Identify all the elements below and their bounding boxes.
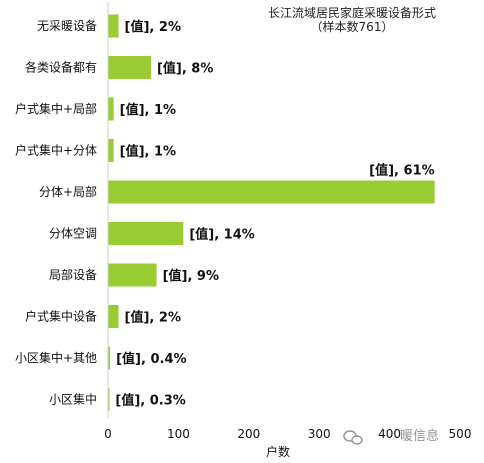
data-label: [值], 2% (125, 310, 181, 326)
category-label: 户式集中+局部 (15, 101, 97, 116)
data-label: [值], 1% (120, 144, 176, 160)
x-tick-label: 400 (378, 427, 401, 441)
watermark-text: 暖信息 (400, 428, 439, 444)
x-tick-label: 300 (308, 427, 331, 441)
bar (108, 56, 151, 79)
watermark: 暖信息 (343, 428, 439, 445)
x-axis-title: 户数 (266, 444, 290, 459)
data-label: [值], 0.3% (115, 393, 185, 409)
x-tick-label: 500 (449, 427, 472, 441)
category-label: 无采暖设备 (37, 19, 97, 33)
wechat-icon (343, 430, 363, 445)
bar (108, 388, 110, 411)
bar (108, 305, 119, 328)
category-label: 户式集中设备 (25, 309, 97, 324)
category-label: 局部设备 (49, 267, 97, 282)
data-label: [值], 0.4% (116, 351, 186, 367)
bar (108, 346, 111, 370)
data-labels: [值], 2% [值], 8% [值], 1% [值], 1% [值], 61% [值],… (115, 19, 434, 409)
data-label: [值], 2% (125, 19, 181, 35)
bars (108, 14, 435, 411)
data-label: [值], 61% (369, 163, 434, 179)
data-label: [值], 8% (157, 61, 213, 77)
data-label: [值], 14% (189, 227, 254, 243)
bar (108, 222, 184, 245)
data-label: [值], 1% (120, 102, 176, 118)
bar (108, 263, 157, 287)
bar (108, 97, 114, 121)
chart-title-group: 长江流域居民家庭采暖设备形式 （样本数761） (268, 5, 436, 34)
x-tick-label: 0 (104, 427, 112, 441)
category-label: 小区集中 (49, 392, 97, 407)
x-tick-label: 200 (237, 427, 260, 441)
category-label: 分体+局部 (39, 184, 97, 199)
bar (108, 139, 114, 162)
x-tick-label: 100 (167, 427, 190, 441)
category-labels: 无采暖设备各类设备都有户式集中+局部户式集中+分体分体+局部分体空调局部设备户式… (15, 19, 97, 407)
bar (108, 14, 119, 38)
category-label: 小区集中+其他 (15, 350, 97, 365)
category-label: 户式集中+分体 (15, 143, 97, 158)
x-tick-labels: 0 100 200 300 400 500 (104, 427, 471, 441)
bar (108, 180, 435, 204)
category-label: 分体空调 (49, 227, 97, 241)
chart-title: 长江流域居民家庭采暖设备形式 (268, 5, 436, 20)
data-label: [值], 9% (163, 268, 219, 284)
chart-subtitle: （样本数761） (311, 19, 394, 34)
category-label: 各类设备都有 (25, 60, 97, 75)
